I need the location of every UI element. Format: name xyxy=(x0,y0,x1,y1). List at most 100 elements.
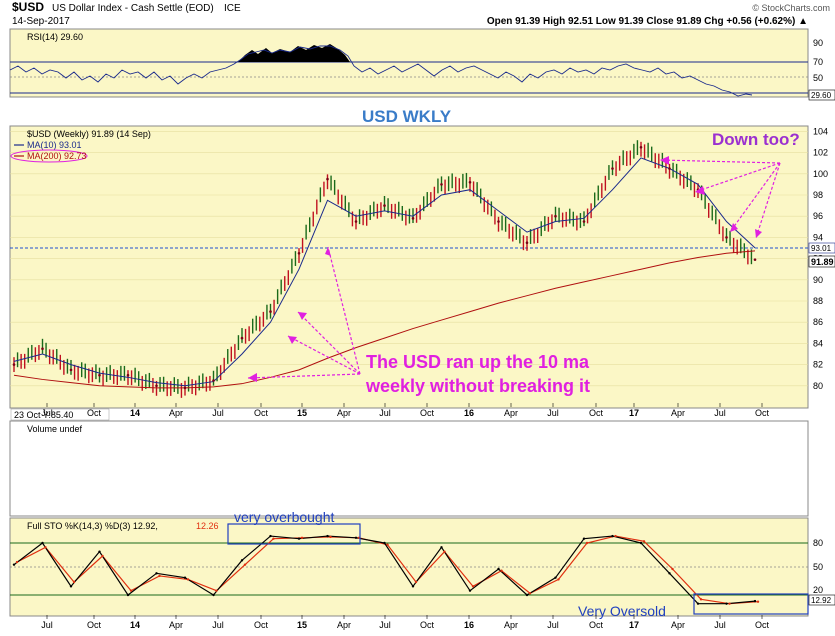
price-tick: 104 xyxy=(813,126,828,136)
sto-d-point xyxy=(642,540,646,543)
rsi-value-tag xyxy=(808,89,835,101)
sto-d-point xyxy=(614,534,617,538)
sto-k-point xyxy=(155,572,158,575)
x-tick-label: 14 xyxy=(130,408,140,418)
sto-k-point xyxy=(753,599,757,603)
rsi-tick: 90 xyxy=(813,38,823,48)
sto-d-point xyxy=(215,589,218,592)
sto-k-point xyxy=(12,563,16,566)
sto-d-point xyxy=(585,541,589,545)
price-series xyxy=(12,146,757,390)
x-tick-label: Apr xyxy=(337,620,351,630)
sto-k-point xyxy=(98,550,101,553)
chart-title: USD WKLY xyxy=(362,107,452,126)
annotation-oversold: Very Oversold xyxy=(578,603,666,619)
watermark: © StockCharts.com xyxy=(752,3,830,13)
x-tick-label: Oct xyxy=(420,620,435,630)
symbol: $USD xyxy=(12,0,44,14)
annotation-arrowheads-down xyxy=(660,156,762,238)
exchange: ICE xyxy=(224,3,241,14)
sto-k-point xyxy=(582,537,586,540)
sto-k-point xyxy=(639,541,643,545)
price-point xyxy=(297,252,301,255)
rsi-tick: 50 xyxy=(813,73,823,83)
x-tick-label: Oct xyxy=(589,620,604,630)
x-tick-label: Apr xyxy=(169,408,183,418)
volume-panel xyxy=(9,420,809,517)
sto-d-point xyxy=(300,536,304,539)
instrument-name: US Dollar Index - Cash Settle (EOD) xyxy=(52,3,214,14)
sto-k-point xyxy=(725,602,728,605)
x-tick-label: Oct xyxy=(254,408,269,418)
price-tick: 82 xyxy=(813,360,823,370)
price-point xyxy=(212,379,215,382)
x-tick-label: 15 xyxy=(297,620,307,630)
x-tick-label: 16 xyxy=(464,620,474,630)
x-tick-label: Apr xyxy=(169,620,183,630)
sto-k-point xyxy=(525,593,529,597)
legend-ma200-highlight xyxy=(10,149,88,163)
price-point xyxy=(440,183,443,186)
x-tick-label: Apr xyxy=(671,620,685,630)
price-point xyxy=(668,167,671,170)
sto-k-point xyxy=(183,576,187,579)
sto-k-point xyxy=(497,567,500,571)
price-point xyxy=(41,347,44,351)
price-point xyxy=(354,220,358,223)
ma200-line xyxy=(13,250,756,389)
chart-date: 14-Sep-2017 xyxy=(12,16,70,27)
price-point xyxy=(753,258,757,261)
sto-k-point xyxy=(611,534,614,538)
x-tick-label: Jul xyxy=(212,408,224,418)
sto-k-point xyxy=(269,534,272,538)
annotation-down-too: Down too? xyxy=(712,130,800,149)
sto-d-point xyxy=(272,537,275,540)
sto-k-point xyxy=(383,541,386,545)
price-point xyxy=(126,373,130,377)
sto-d-point xyxy=(471,585,475,588)
x-tick-label: 15 xyxy=(297,408,307,418)
annotation-ran-up-line1: The USD ran up the 10 ma xyxy=(366,352,590,372)
price-point xyxy=(611,167,614,170)
sto-panel xyxy=(9,517,809,617)
x-tick-label: Oct xyxy=(87,408,102,418)
annotation-overbought: very overbought xyxy=(234,509,335,525)
x-tick-label: Jul xyxy=(547,620,559,630)
rsi-label: RSI(14) 29.60 xyxy=(27,32,83,42)
overbought-box xyxy=(227,523,361,545)
price-tick: 102 xyxy=(813,148,828,158)
ma10-tag xyxy=(808,242,835,254)
x-tick-label: Oct xyxy=(254,620,269,630)
price-point xyxy=(98,373,101,377)
x-tick-label: 14 xyxy=(130,620,140,630)
x-tick-label: Jul xyxy=(714,620,726,630)
annotation-arrows-up xyxy=(247,246,361,379)
legend-price: $USD (Weekly) 91.89 (14 Sep) xyxy=(27,129,151,139)
ma10-line xyxy=(13,157,756,387)
price-point xyxy=(582,220,586,223)
x-tick-label: 17 xyxy=(629,620,639,630)
sto-d-point xyxy=(129,589,133,592)
sto-tag-text: 12.92 xyxy=(811,596,832,605)
rsi-tick: 70 xyxy=(813,57,823,67)
sto-d-point xyxy=(500,569,503,572)
volume-label: Volume undef xyxy=(27,424,83,434)
price-point xyxy=(725,236,728,239)
price-tick: 90 xyxy=(813,275,823,285)
sto-k-point xyxy=(696,602,700,605)
legend-ma10: MA(10) 93.01 xyxy=(27,140,82,150)
x-tick-label: Jul xyxy=(41,408,53,418)
price-tick: 88 xyxy=(813,296,823,306)
close-tag-text: 91.89 xyxy=(811,257,834,267)
sto-d-point xyxy=(557,578,560,581)
sto-k-point xyxy=(240,559,244,562)
close-tag xyxy=(808,255,835,268)
sto-d-point xyxy=(186,578,190,581)
sto-tag xyxy=(808,594,835,606)
price-tick: 86 xyxy=(813,317,823,327)
sto-d-point xyxy=(329,535,332,539)
price-point xyxy=(183,386,187,390)
x-tick-label: 17 xyxy=(629,408,639,418)
sto-k-point xyxy=(41,541,44,545)
price-point xyxy=(240,336,244,340)
